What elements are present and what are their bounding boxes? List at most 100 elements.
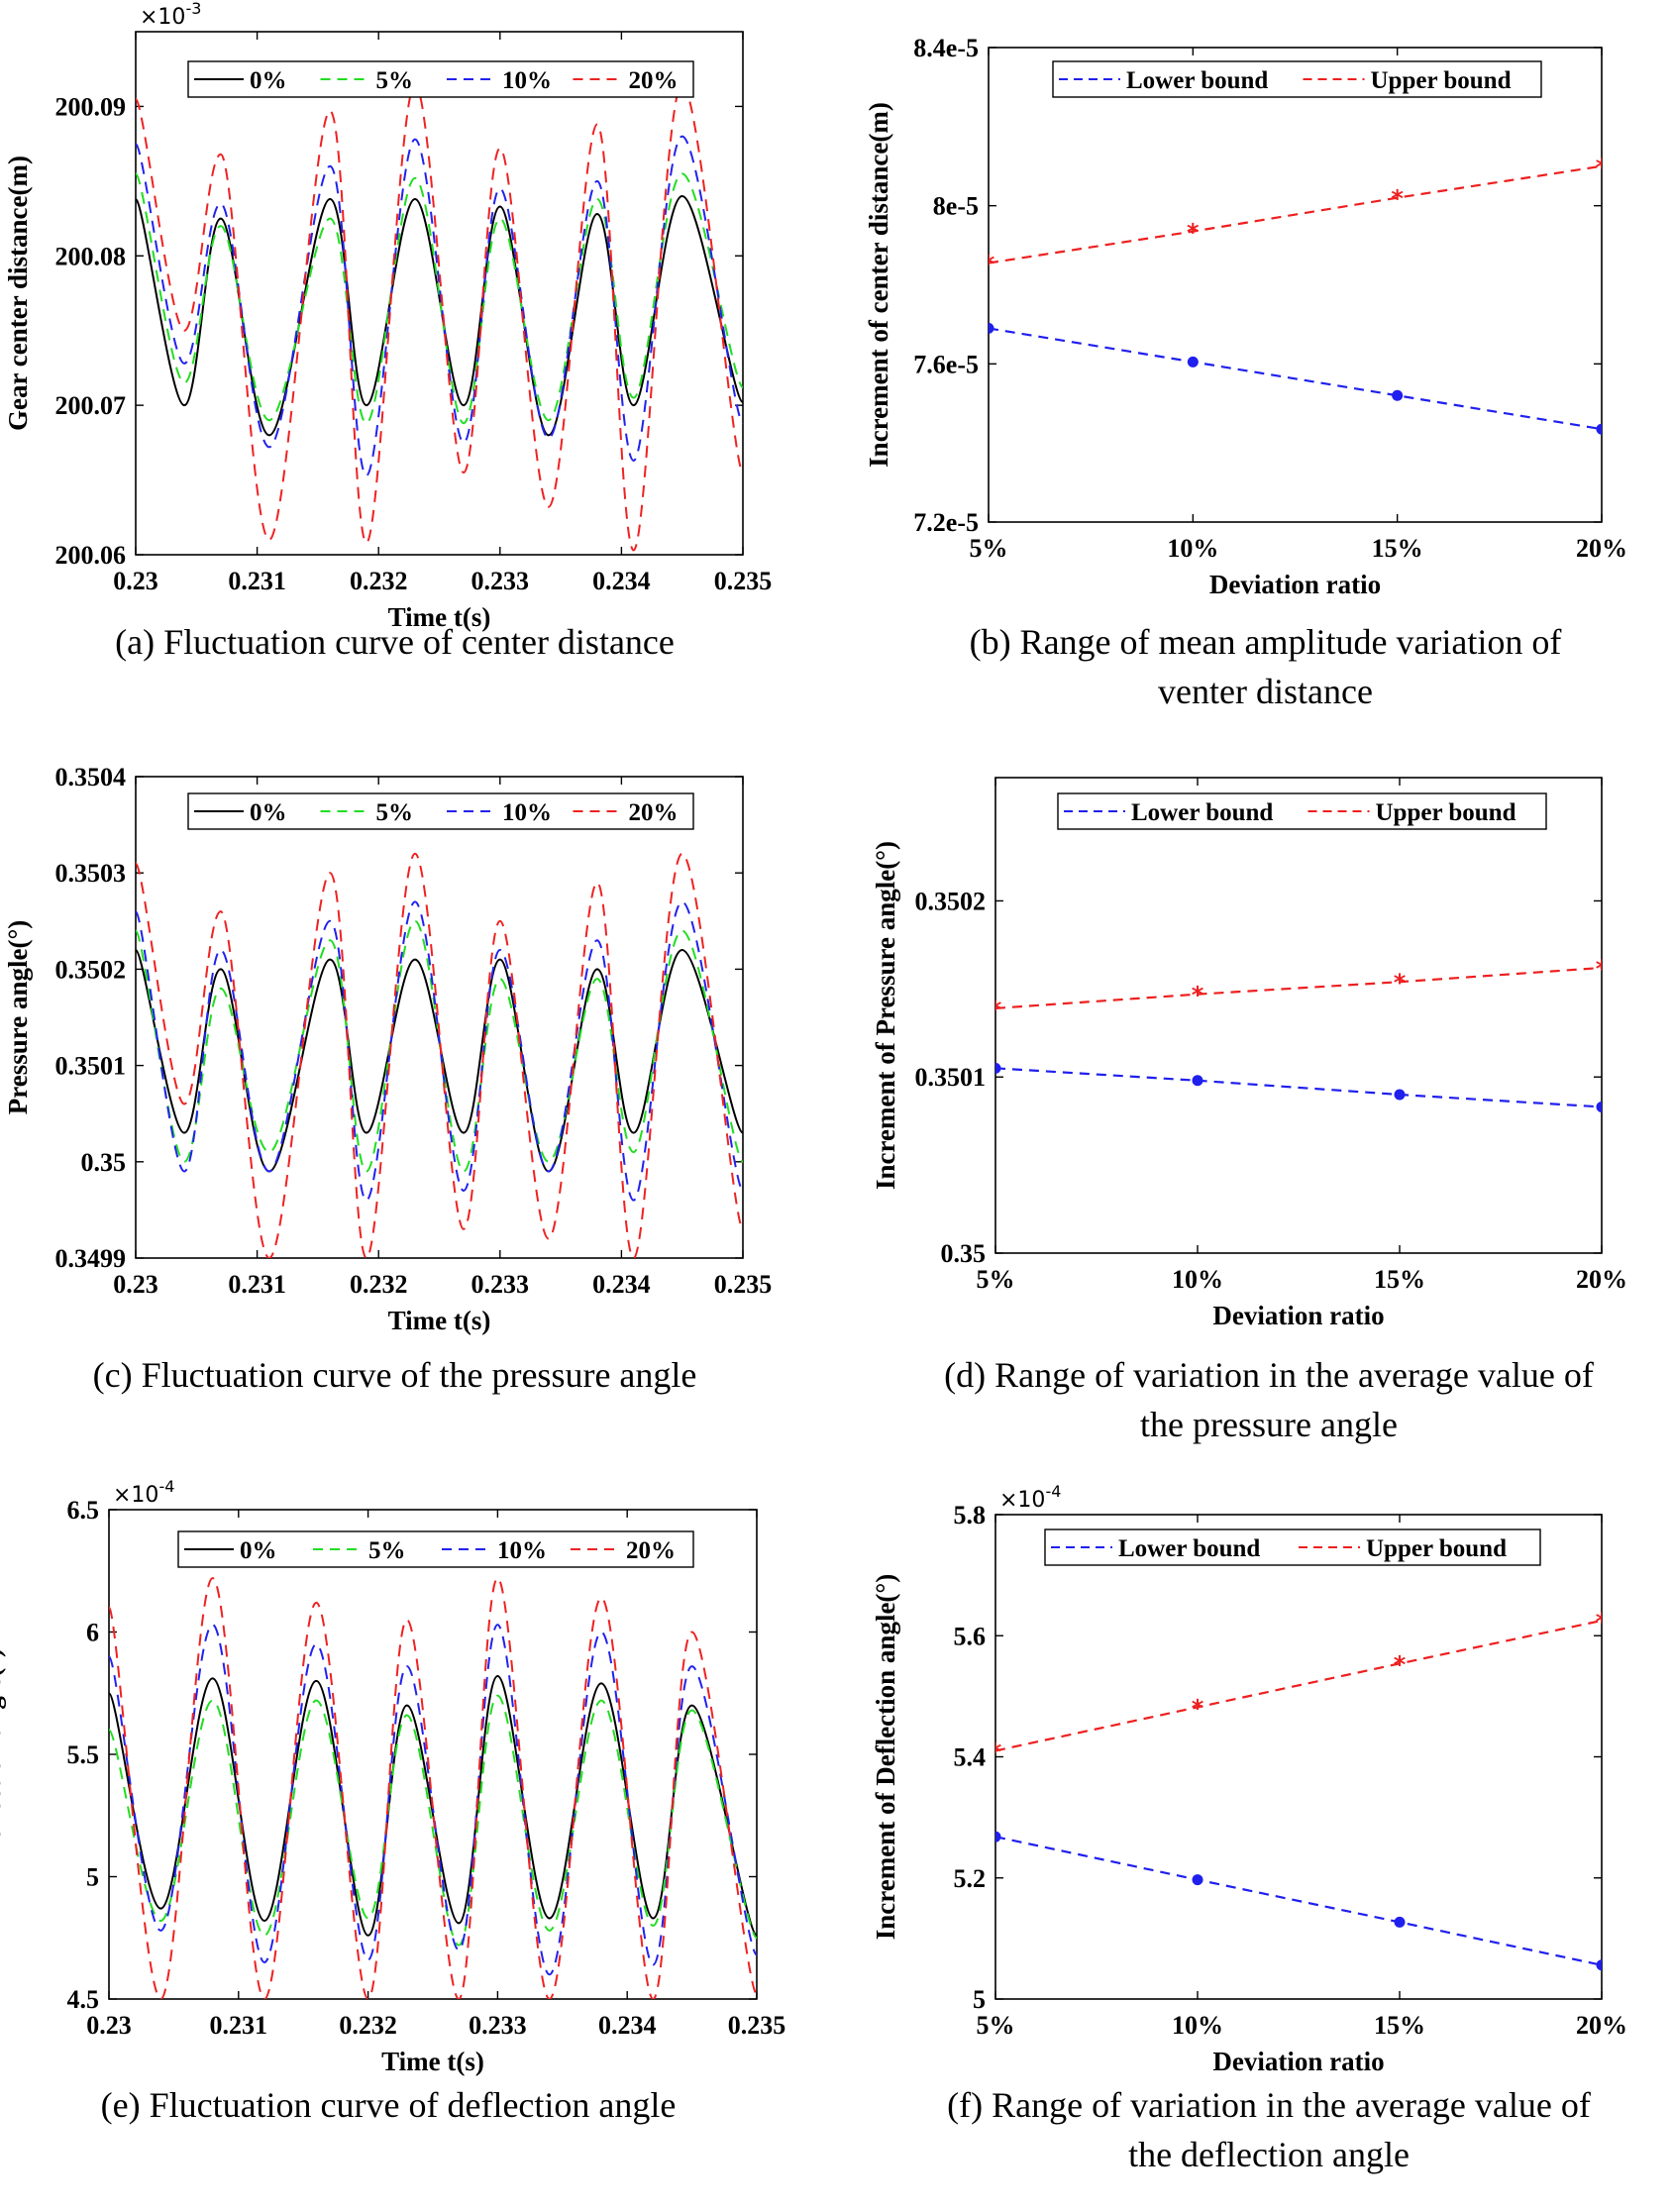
data-point-lower — [1192, 1874, 1203, 1886]
x-tick-label: 10% — [1172, 1265, 1223, 1294]
legend-label: 20% — [629, 67, 679, 94]
data-point-lower — [995, 1062, 1001, 1074]
panel-f-deflection-angle-range: 5% 10% 15% 20% 5 5.2 5.4 5.6 5.8 ×10-4 Deviation r… — [871, 1482, 1627, 2174]
series-line-10- — [109, 1624, 757, 1976]
series-line-upper-bound — [995, 966, 1602, 1009]
legend-label: 0% — [250, 799, 287, 826]
data-point-lower — [1596, 1959, 1602, 1971]
series-line-upper-bound — [995, 1619, 1602, 1752]
axes-box — [988, 47, 1603, 523]
panel-caption: (c) Fluctuation curve of the pressure an… — [93, 1355, 697, 1395]
exponent-power: -4 — [1045, 1482, 1061, 1501]
y-axis-label: Pressure angle(°) — [3, 920, 33, 1115]
legend-label: Lower bound — [1118, 1535, 1260, 1562]
data-point-lower — [1596, 1101, 1602, 1112]
x-axis-label: Time t(s) — [381, 2047, 484, 2076]
x-tick-label: 15% — [1374, 2011, 1425, 2040]
panel-caption: (d) Range of variation in the average va… — [944, 1355, 1594, 1395]
x-tick-label: 0.233 — [469, 2011, 527, 2040]
legend-label: 10% — [502, 67, 552, 94]
x-tick-label: 0.234 — [592, 1270, 651, 1299]
legend-box — [1052, 60, 1542, 98]
x-tick-label: 10% — [1167, 534, 1218, 563]
y-tick-label: 0.3502 — [915, 887, 987, 915]
legend-label: 0% — [240, 1537, 277, 1564]
data-point-lower — [1394, 1916, 1406, 1928]
y-tick-label: 0.3504 — [55, 763, 127, 791]
y-tick-label: 8e-5 — [933, 192, 979, 221]
x-tick-label: 15% — [1374, 1265, 1425, 1294]
plot-data: * * * * — [995, 1608, 1602, 1971]
y-tick-label: 8.4e-5 — [913, 34, 979, 62]
x-tick-label: 0.235 — [714, 567, 773, 595]
legend-label: 5% — [376, 799, 414, 826]
x-tick-label: 20% — [1576, 534, 1627, 563]
legend-label: 20% — [629, 799, 679, 826]
y-tick-label: 7.6e-5 — [913, 350, 979, 378]
legend-box — [1044, 1528, 1541, 1566]
x-tick-label: 5% — [977, 2011, 1015, 2040]
series-line-5- — [136, 919, 743, 1173]
x-tick-label: 0.234 — [592, 567, 651, 595]
y-axis-label: Gear center distance(m) — [3, 156, 33, 431]
exponent-base: ×10 — [113, 1483, 158, 1508]
axes-box — [135, 776, 744, 1259]
y-tick-label: 0.3502 — [55, 955, 127, 984]
panel-b-center-distance-range: 5% 10% 15% 20% 7.2e-5 7.6e-5 8e-5 8.4e-5 Deviati… — [864, 34, 1627, 711]
y-tick-label: 5 — [973, 1985, 986, 2014]
series-line-20- — [109, 1577, 757, 1999]
exponent-base: ×10 — [999, 1488, 1045, 1513]
x-tick-label: 10% — [1172, 2011, 1223, 2040]
y-tick-label: 0.3499 — [55, 1244, 127, 1273]
x-tick-label: 0.23 — [86, 2011, 132, 2040]
series-line-0- — [109, 1674, 757, 1937]
x-axis-label: Deviation ratio — [1209, 570, 1381, 599]
x-tick-label: 0.233 — [471, 567, 530, 595]
x-tick-label: 0.233 — [471, 1270, 530, 1299]
y-tick-label: 200.09 — [55, 92, 127, 121]
y-tick-label: 5.2 — [954, 1864, 987, 1893]
x-tick-label: 5% — [977, 1265, 1015, 1294]
legend: 0% 5% 10% 20% — [187, 792, 694, 830]
legend-box — [1057, 792, 1547, 830]
panel-caption: the pressure angle — [1140, 1405, 1398, 1444]
series-line-lower-bound — [995, 1067, 1602, 1108]
y-tick-label: 200.06 — [55, 541, 127, 570]
y-tick-label: 5.8 — [954, 1501, 987, 1529]
y-axis-label: Increment of center distance(m) — [864, 102, 893, 468]
legend-label: Lower bound — [1131, 799, 1273, 826]
data-point-upper: * — [1391, 185, 1404, 213]
x-tick-label: 20% — [1576, 2011, 1627, 2040]
x-tick-label: 0.231 — [228, 567, 286, 595]
data-point-lower — [1192, 1075, 1203, 1087]
y-axis-exponent: ×10-4 — [999, 1482, 1061, 1513]
legend-label: Upper bound — [1371, 67, 1512, 94]
legend-label: 20% — [626, 1537, 676, 1564]
x-axis-label: Deviation ratio — [1212, 1301, 1384, 1330]
data-point-upper: * — [1596, 154, 1609, 181]
y-tick-label: 6.5 — [67, 1496, 100, 1525]
legend-label: 5% — [368, 1537, 406, 1564]
series-line-20- — [136, 82, 743, 552]
x-axis-label: Time t(s) — [388, 602, 491, 632]
panel-caption: venter distance — [1158, 672, 1373, 711]
data-point-upper: * — [1192, 1694, 1204, 1722]
legend-label: Upper bound — [1376, 799, 1516, 826]
y-tick-label: 0.3503 — [55, 859, 127, 888]
series-line-5- — [136, 172, 743, 425]
legend: Lower bound Upper bound — [1057, 792, 1547, 830]
data-point-upper: * — [1192, 982, 1204, 1009]
x-tick-label: 0.234 — [598, 2011, 657, 2040]
x-tick-label: 15% — [1372, 534, 1423, 563]
x-tick-label: 0.232 — [339, 2011, 397, 2040]
x-tick-label: 0.235 — [714, 1270, 773, 1299]
panel-caption: (a) Fluctuation curve of center distance — [115, 622, 675, 662]
y-axis-label: Increment of Pressure angle(°) — [871, 841, 900, 1190]
x-tick-label: 0.231 — [228, 1270, 286, 1299]
panel-d-pressure-angle-range: 5% 10% 15% 20% 0.35 0.3501 0.3502 Deviation rat… — [871, 777, 1627, 1444]
y-tick-label: 5.6 — [954, 1622, 987, 1650]
y-tick-label: 0.35 — [941, 1239, 987, 1268]
legend: Lower bound Upper bound — [1044, 1528, 1541, 1566]
series-line-lower-bound — [989, 327, 1602, 431]
